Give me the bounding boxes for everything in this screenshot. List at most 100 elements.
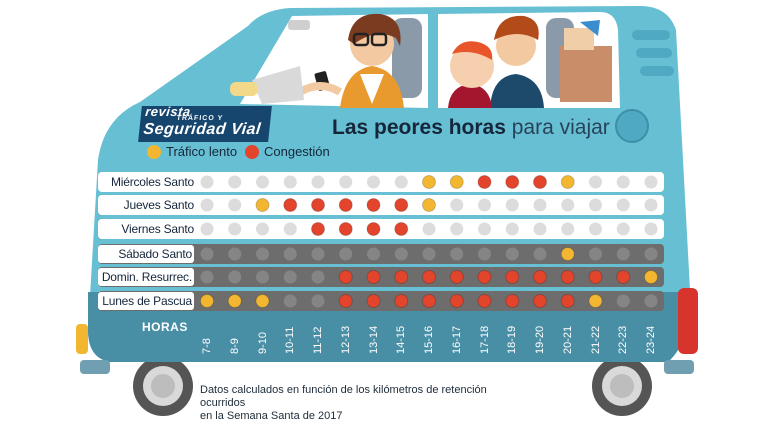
dot-congestion	[311, 198, 325, 212]
dot-empty	[394, 175, 408, 189]
fuel-cap	[615, 109, 649, 143]
footnote-line2: en la Semana Santa de 2017	[200, 410, 343, 422]
dot-empty	[283, 270, 297, 284]
dot-empty	[367, 175, 380, 189]
hour-tick-label: 22-23	[617, 325, 630, 354]
hour-tick-label: 11-12	[312, 326, 324, 354]
dot-empty	[228, 198, 242, 212]
hour-tick-label: 19-20	[534, 325, 546, 354]
table-row-bg	[98, 195, 664, 215]
dot-empty	[589, 247, 602, 261]
dot-empty	[505, 198, 519, 212]
dot-empty	[616, 198, 630, 212]
passengers-illustration	[448, 15, 612, 108]
dot-empty	[228, 247, 242, 261]
dot-empty	[533, 198, 547, 212]
hour-tick-label: 15-16	[423, 325, 435, 354]
table-row-bg	[98, 244, 664, 264]
dot-empty	[616, 175, 630, 189]
dot-empty	[616, 294, 630, 308]
mirror	[288, 20, 310, 30]
dot-congestion	[505, 175, 520, 189]
dot-empty	[256, 175, 269, 189]
dot-empty	[505, 247, 519, 261]
chart-title-light: para viajar	[511, 116, 610, 139]
logo-line3: Seguridad Vial	[142, 121, 262, 138]
headlight	[230, 82, 258, 96]
dot-slow	[422, 175, 436, 189]
dot-empty	[311, 270, 325, 284]
dot-empty	[589, 175, 602, 189]
hour-tick-label: 20-21	[561, 325, 574, 354]
dot-congestion	[338, 294, 353, 308]
hour-tick-label: 21-22	[589, 325, 602, 354]
driver-illustration	[252, 13, 422, 108]
dot-slow	[449, 175, 464, 189]
dot-slow	[255, 294, 270, 308]
dot-empty	[339, 247, 353, 261]
dot-empty	[533, 222, 547, 236]
dot-empty	[616, 222, 630, 236]
dot-congestion	[422, 270, 436, 284]
vent-2	[636, 48, 672, 58]
front-bumper	[80, 360, 110, 374]
dot-empty	[644, 222, 658, 236]
footnote-line1: Datos calculados en función de los kilóm…	[200, 384, 487, 409]
dot-empty	[367, 247, 380, 261]
dot-slow	[255, 198, 270, 212]
legend-congestion-label: Congestión	[264, 144, 330, 159]
dot-congestion	[477, 270, 492, 284]
legend-slow-label: Tráfico lento	[166, 144, 238, 159]
dot-empty	[394, 247, 408, 261]
dot-empty	[228, 270, 242, 284]
dot-empty	[478, 198, 491, 212]
dot-empty	[200, 270, 214, 284]
row-label: Sábado Santo	[98, 245, 194, 263]
dot-empty	[200, 198, 214, 212]
dot-congestion	[477, 175, 492, 189]
dot-empty	[200, 222, 214, 236]
hour-tick-label: 13-14	[367, 325, 380, 354]
table-row-bg	[98, 172, 664, 192]
dot-congestion	[533, 294, 547, 308]
dot-congestion	[505, 294, 520, 308]
dot-empty	[644, 294, 658, 308]
rear-bumper	[664, 360, 694, 374]
hour-tick-label: 16-17	[450, 325, 463, 354]
hour-tick-label: 14-15	[395, 325, 408, 354]
dot-congestion	[366, 270, 381, 284]
dot-empty	[616, 247, 630, 261]
dot-empty	[450, 198, 464, 212]
dot-empty	[478, 222, 491, 236]
dot-congestion	[588, 270, 603, 284]
dot-empty	[311, 247, 325, 261]
magazine-logo: revista TRÁFICO Y Seguridad Vial	[138, 104, 272, 142]
row-label: Lunes de Pascua	[98, 292, 194, 310]
footnote: Datos calculados en función de los kilóm…	[200, 384, 500, 423]
dot-congestion	[533, 270, 547, 284]
dot-slow	[644, 270, 658, 284]
dot-congestion	[394, 270, 409, 284]
hour-tick-label: 12-13	[339, 325, 352, 354]
dot-empty	[228, 222, 242, 236]
chart-title: Las peores horas para viajar	[332, 116, 610, 140]
table-row-bg	[98, 219, 664, 239]
table-row-bg	[98, 291, 664, 311]
hour-tick-label: 18-19	[506, 325, 519, 354]
dot-empty	[478, 247, 491, 261]
dot-congestion	[283, 198, 298, 212]
dot-congestion	[533, 175, 547, 189]
dot-empty	[422, 247, 436, 261]
row-label: Viernes Santo	[121, 222, 194, 236]
dot-slow	[588, 294, 603, 308]
dot-congestion	[311, 222, 325, 236]
hour-tick-label: 7-8	[201, 338, 213, 354]
tail-light	[678, 288, 698, 354]
dot-congestion	[394, 198, 409, 212]
dot-congestion	[338, 222, 353, 236]
dot-empty	[644, 247, 658, 261]
dot-empty	[283, 222, 297, 236]
dot-empty	[644, 175, 658, 189]
dot-empty	[283, 175, 297, 189]
dot-empty	[589, 222, 602, 236]
